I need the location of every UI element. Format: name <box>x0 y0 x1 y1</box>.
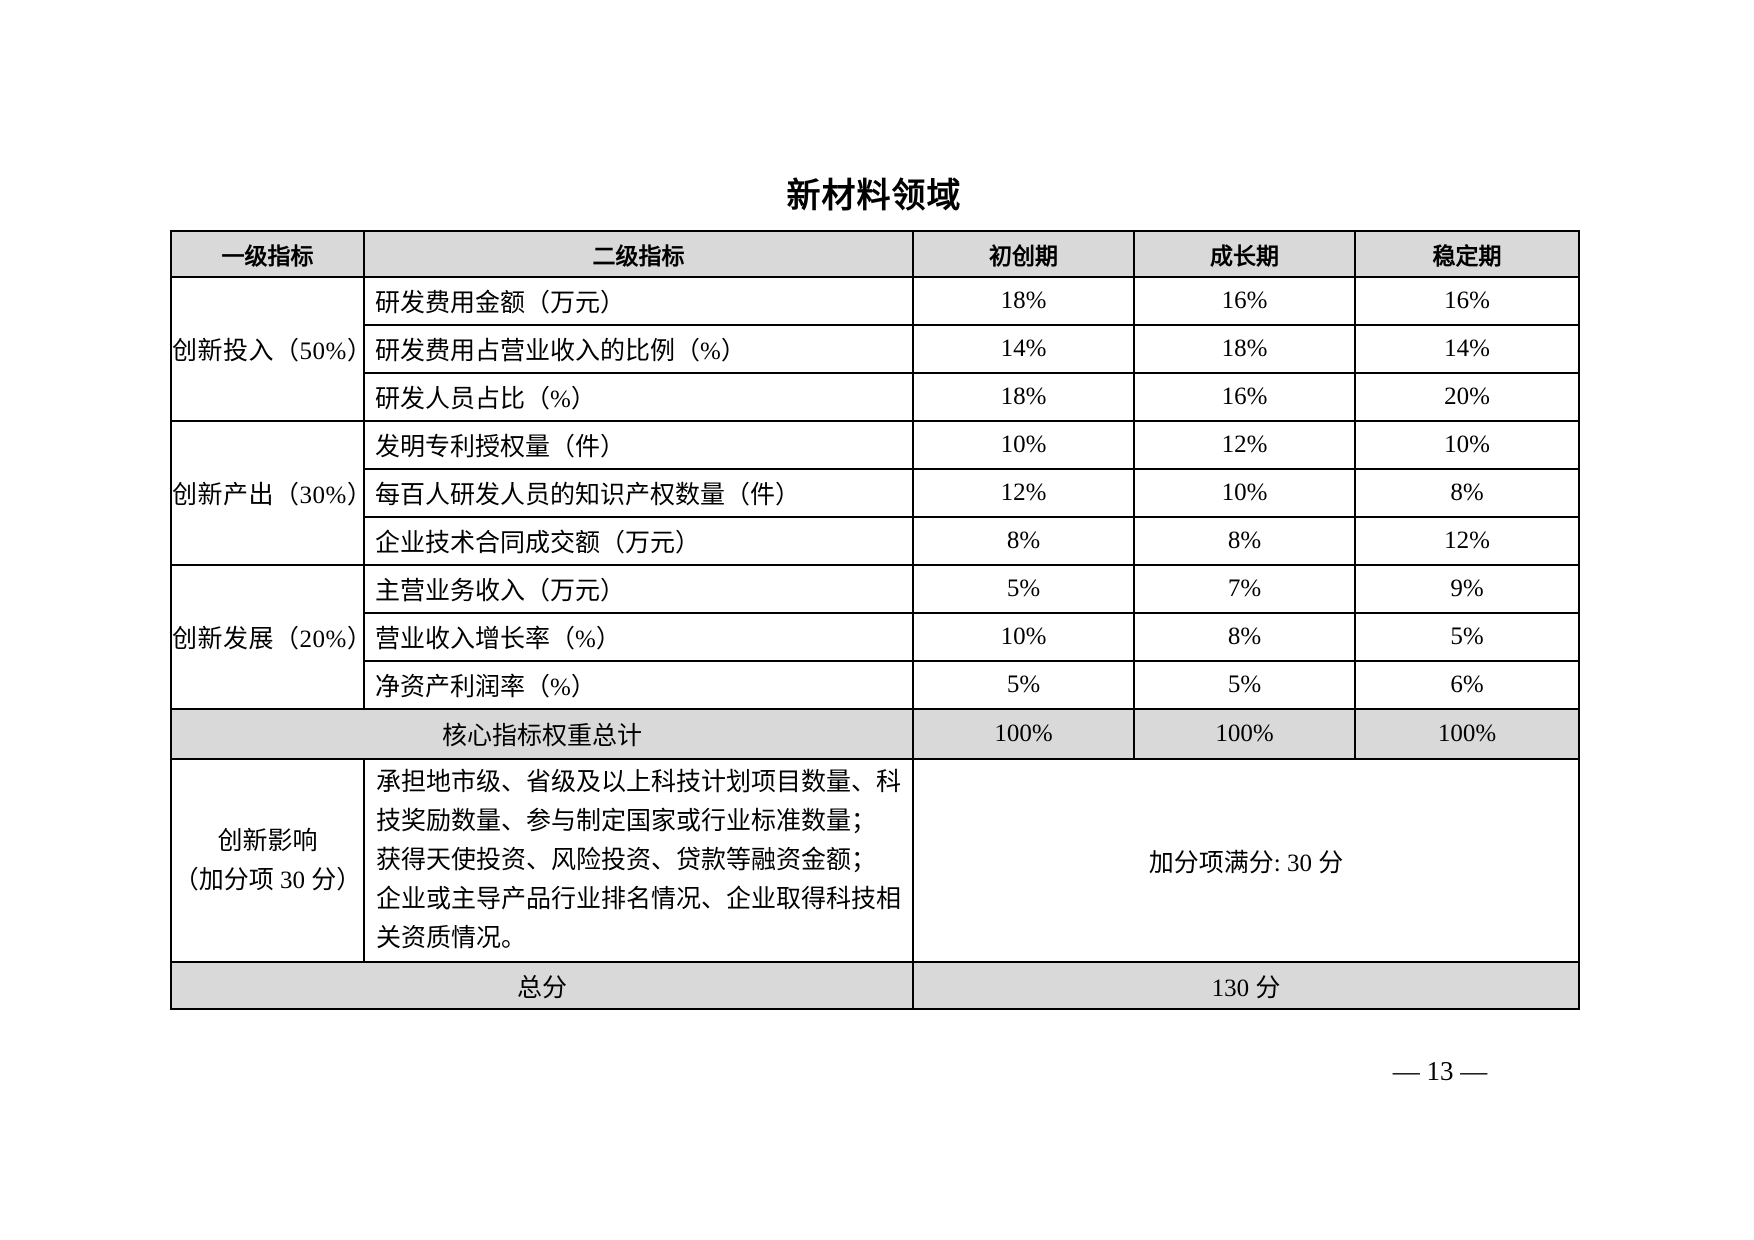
indicator-cell: 发明专利授权量（件） <box>363 420 914 470</box>
core-weight-summary-row: 核心指标权重总计 100% 100% 100% <box>170 708 1580 760</box>
value-cell: 18% <box>1133 324 1356 374</box>
group-label-innovation-input: 创新投入（50%） <box>170 276 365 422</box>
value-cell: 8% <box>912 516 1135 566</box>
bonus-criteria-item: 企业或主导产品行业排名情况、企业取得科技相关资质情况。 <box>376 886 902 952</box>
table-header-row: 一级指标 二级指标 初创期 成长期 稳定期 <box>170 230 1580 278</box>
value-cell: 12% <box>1133 420 1356 470</box>
bonus-criteria-item: 承担地市级、省级及以上科技计划项目数量、科技奖励数量、参与制定国家或行业标准数量… <box>376 769 902 835</box>
group-label-innovation-development: 创新发展（20%） <box>170 564 365 710</box>
summary-value-cell: 100% <box>1354 708 1580 760</box>
summary-value-cell: 100% <box>912 708 1135 760</box>
indicator-cell: 研发费用金额（万元） <box>363 276 914 326</box>
value-cell: 5% <box>912 564 1135 614</box>
col-header-level2-indicator: 二级指标 <box>363 230 914 278</box>
value-cell: 10% <box>912 612 1135 662</box>
table-row: 创新投入（50%） 研发费用金额（万元） 18% 16% 16% <box>170 276 1580 422</box>
value-cell: 5% <box>912 660 1135 710</box>
indicator-cell: 研发人员占比（%） <box>363 372 914 422</box>
value-cell: 12% <box>912 468 1135 518</box>
bonus-label-line2: （加分项 30 分） <box>173 866 362 894</box>
col-header-growth-stage: 成长期 <box>1133 230 1356 278</box>
indicator-cell: 主营业务收入（万元） <box>363 564 914 614</box>
value-cell: 5% <box>1133 660 1356 710</box>
value-cell: 9% <box>1354 564 1580 614</box>
value-cell: 20% <box>1354 372 1580 422</box>
total-label: 总分 <box>170 961 914 1010</box>
total-score-row: 总分 130 分 <box>170 961 1580 1010</box>
value-cell: 6% <box>1354 660 1580 710</box>
summary-value-cell: 100% <box>1133 708 1356 760</box>
value-cell: 5% <box>1354 612 1580 662</box>
group-label-innovation-impact: 创新影响 （加分项 30 分） <box>170 758 365 963</box>
col-header-startup-stage: 初创期 <box>912 230 1135 278</box>
indicator-cell: 企业技术合同成交额（万元） <box>363 516 914 566</box>
value-cell: 18% <box>912 372 1135 422</box>
bonus-criteria-cell: 承担地市级、省级及以上科技计划项目数量、科技奖励数量、参与制定国家或行业标准数量… <box>363 758 914 963</box>
indicator-cell: 净资产利润率（%） <box>363 660 914 710</box>
indicator-weight-table: 一级指标 二级指标 初创期 成长期 稳定期 创新投入（50%） 研发费用金额（万… <box>170 230 1580 1010</box>
value-cell: 16% <box>1133 372 1356 422</box>
table-row: 创新发展（20%） 主营业务收入（万元） 5% 7% 9% <box>170 564 1580 710</box>
value-cell: 10% <box>912 420 1135 470</box>
page-title: 新材料领域 <box>786 176 962 216</box>
col-header-stable-stage: 稳定期 <box>1354 230 1580 278</box>
table-row: 研发人员占比（%） 18% 16% 20% <box>171 372 1580 422</box>
bonus-label-line1: 创新影响 <box>217 827 318 855</box>
value-cell: 8% <box>1133 516 1356 566</box>
indicator-cell: 研发费用占营业收入的比例（%） <box>363 324 914 374</box>
value-cell: 8% <box>1133 612 1356 662</box>
indicator-cell: 营业收入增长率（%） <box>363 612 914 662</box>
value-cell: 16% <box>1354 276 1580 326</box>
value-cell: 14% <box>912 324 1135 374</box>
value-cell: 7% <box>1133 564 1356 614</box>
table-row: 企业技术合同成交额（万元） 8% 8% 12% <box>171 516 1580 566</box>
value-cell: 10% <box>1354 420 1580 470</box>
page-number: — 13 — <box>1392 1056 1488 1086</box>
value-cell: 14% <box>1354 324 1580 374</box>
value-cell: 16% <box>1133 276 1356 326</box>
table-row: 每百人研发人员的知识产权数量（件） 12% 10% 8% <box>171 468 1580 518</box>
col-header-level1-indicator: 一级指标 <box>170 230 365 278</box>
value-cell: 10% <box>1133 468 1356 518</box>
table-row: 净资产利润率（%） 5% 5% 6% <box>171 660 1580 710</box>
group-label-innovation-output: 创新产出（30%） <box>170 420 365 566</box>
table-row: 创新产出（30%） 发明专利授权量（件） 10% 12% 10% <box>170 420 1580 566</box>
bonus-row: 创新影响 （加分项 30 分） 承担地市级、省级及以上科技计划项目数量、科技奖励… <box>170 758 1580 963</box>
table-row: 研发费用占营业收入的比例（%） 14% 18% 14% <box>171 324 1580 374</box>
value-cell: 18% <box>912 276 1135 326</box>
bonus-max-score-cell: 加分项满分: 30 分 <box>912 758 1580 963</box>
value-cell: 8% <box>1354 468 1580 518</box>
summary-label: 核心指标权重总计 <box>170 708 914 760</box>
table-row: 营业收入增长率（%） 10% 8% 5% <box>171 612 1580 662</box>
value-cell: 12% <box>1354 516 1580 566</box>
indicator-cell: 每百人研发人员的知识产权数量（件） <box>363 468 914 518</box>
total-value: 130 分 <box>912 961 1580 1010</box>
bonus-criteria-item: 获得天使投资、风险投资、贷款等融资金额； <box>376 847 877 874</box>
